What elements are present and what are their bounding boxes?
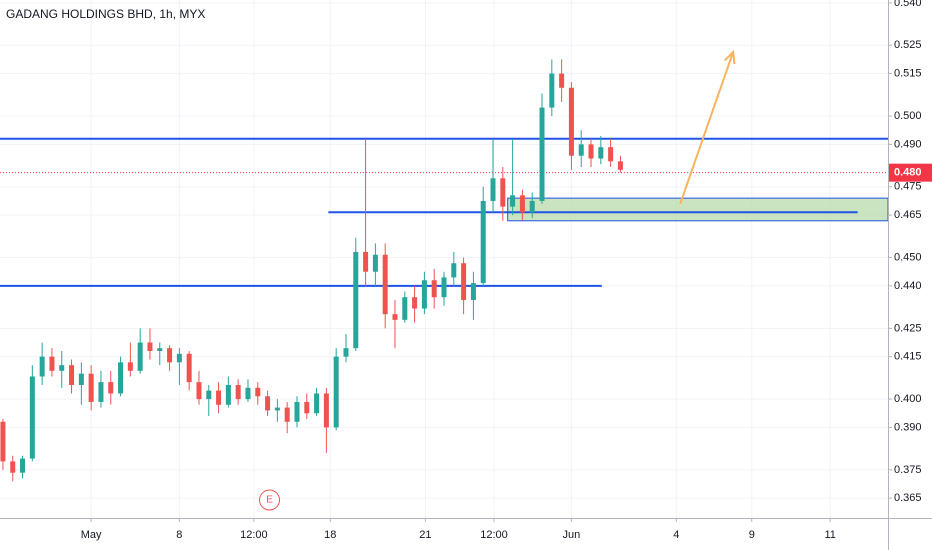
x-tick-label: 18 <box>324 529 336 541</box>
candle-body <box>29 376 35 459</box>
y-tick-label: 0.365 <box>894 492 922 504</box>
candle-body <box>421 280 427 309</box>
candle-body <box>49 356 55 371</box>
candle-body <box>176 353 182 363</box>
y-tick-label: 0.425 <box>894 322 922 334</box>
candle-body <box>245 387 251 400</box>
candle-body <box>274 407 280 411</box>
candle-body <box>539 107 545 201</box>
candle-body <box>108 382 114 394</box>
x-tick-label: 9 <box>749 529 755 541</box>
y-tick-label: 0.500 <box>894 110 922 122</box>
y-tick-label: 0.440 <box>894 280 922 292</box>
candle-body <box>372 254 378 272</box>
candle-body <box>69 365 75 385</box>
candle-body <box>225 384 231 405</box>
y-tick-label: 0.390 <box>894 421 922 433</box>
event-label: E <box>266 495 273 506</box>
candle-body <box>412 297 418 309</box>
candle-body <box>568 87 574 156</box>
y-tick-label: 0.540 <box>894 0 922 9</box>
candle-body <box>0 421 6 462</box>
x-tick-label: 21 <box>419 529 431 541</box>
candle-body <box>88 373 94 402</box>
y-tick-label: 0.475 <box>894 181 922 193</box>
candle-body <box>451 263 457 278</box>
event-marker <box>259 489 281 511</box>
candle-body <box>363 251 369 272</box>
candle-body <box>392 314 398 320</box>
support-zone <box>507 197 889 222</box>
candle-body <box>343 348 349 357</box>
x-tick-label: 11 <box>824 529 835 541</box>
candle-body <box>265 396 271 411</box>
candle-body <box>118 362 124 394</box>
x-tick-label: May <box>81 529 102 541</box>
candle-body <box>284 407 290 422</box>
candle-body <box>255 387 261 397</box>
candle-body <box>490 178 496 201</box>
candle-body <box>323 393 329 428</box>
candle-body <box>304 401 310 414</box>
candle-body <box>186 353 192 383</box>
candle-body <box>608 147 614 162</box>
candle-body <box>470 283 476 301</box>
candle-body <box>20 458 26 473</box>
y-tick-label: 0.375 <box>894 464 922 476</box>
y-tick-label: 0.400 <box>894 393 922 405</box>
candle-body <box>235 384 241 400</box>
arrow-line <box>679 51 735 205</box>
arrow-head <box>723 49 736 65</box>
candle-body <box>617 161 623 170</box>
x-tick-label: 4 <box>673 529 679 541</box>
candle-body <box>480 200 486 284</box>
candle-body <box>294 401 300 422</box>
candle-body <box>137 342 143 371</box>
candle-body <box>559 73 565 88</box>
candle-body <box>510 195 516 207</box>
candle-body <box>167 348 173 363</box>
candle-body <box>529 200 535 213</box>
candle-body <box>157 348 163 351</box>
candle-body <box>549 73 555 108</box>
y-tick-label: 0.465 <box>894 209 922 221</box>
candle-body <box>10 461 16 473</box>
candle-body <box>127 362 133 371</box>
y-tick-label: 0.415 <box>894 351 922 363</box>
candle-body <box>461 263 467 301</box>
candle-body <box>98 382 104 402</box>
candle-body <box>206 390 212 400</box>
y-tick-label: 0.490 <box>894 138 922 150</box>
candle-body <box>147 342 153 351</box>
candle-body <box>578 144 584 156</box>
candle-body <box>216 390 222 405</box>
candle-body <box>598 147 604 159</box>
candle-body <box>196 382 202 400</box>
chart-title: GADANG HOLDINGS BHD, 1h, MYX <box>6 7 205 21</box>
candle-body <box>333 356 339 428</box>
x-tick-label: Jun <box>563 529 581 541</box>
y-tick-label: 0.515 <box>894 68 922 80</box>
candle-body <box>59 365 65 371</box>
last-price-box <box>889 163 932 182</box>
candle-body <box>431 280 437 298</box>
x-tick-label: 12:00 <box>240 529 268 541</box>
y-tick-label: 0.450 <box>894 251 922 263</box>
candle-body <box>314 393 320 414</box>
last-price-label: 0.480 <box>894 167 922 179</box>
candle-body <box>78 373 84 385</box>
y-tick-label: 0.525 <box>894 39 922 51</box>
x-tick-label: 8 <box>176 529 182 541</box>
x-tick-label: 12:00 <box>480 529 508 541</box>
candle-body <box>382 254 388 315</box>
candle-body <box>39 356 45 377</box>
candle-body <box>500 178 506 207</box>
candle-body <box>402 297 408 320</box>
candle-body <box>353 251 359 349</box>
candle-body <box>441 277 447 298</box>
candle-body <box>588 144 594 159</box>
candle-body <box>519 195 525 213</box>
